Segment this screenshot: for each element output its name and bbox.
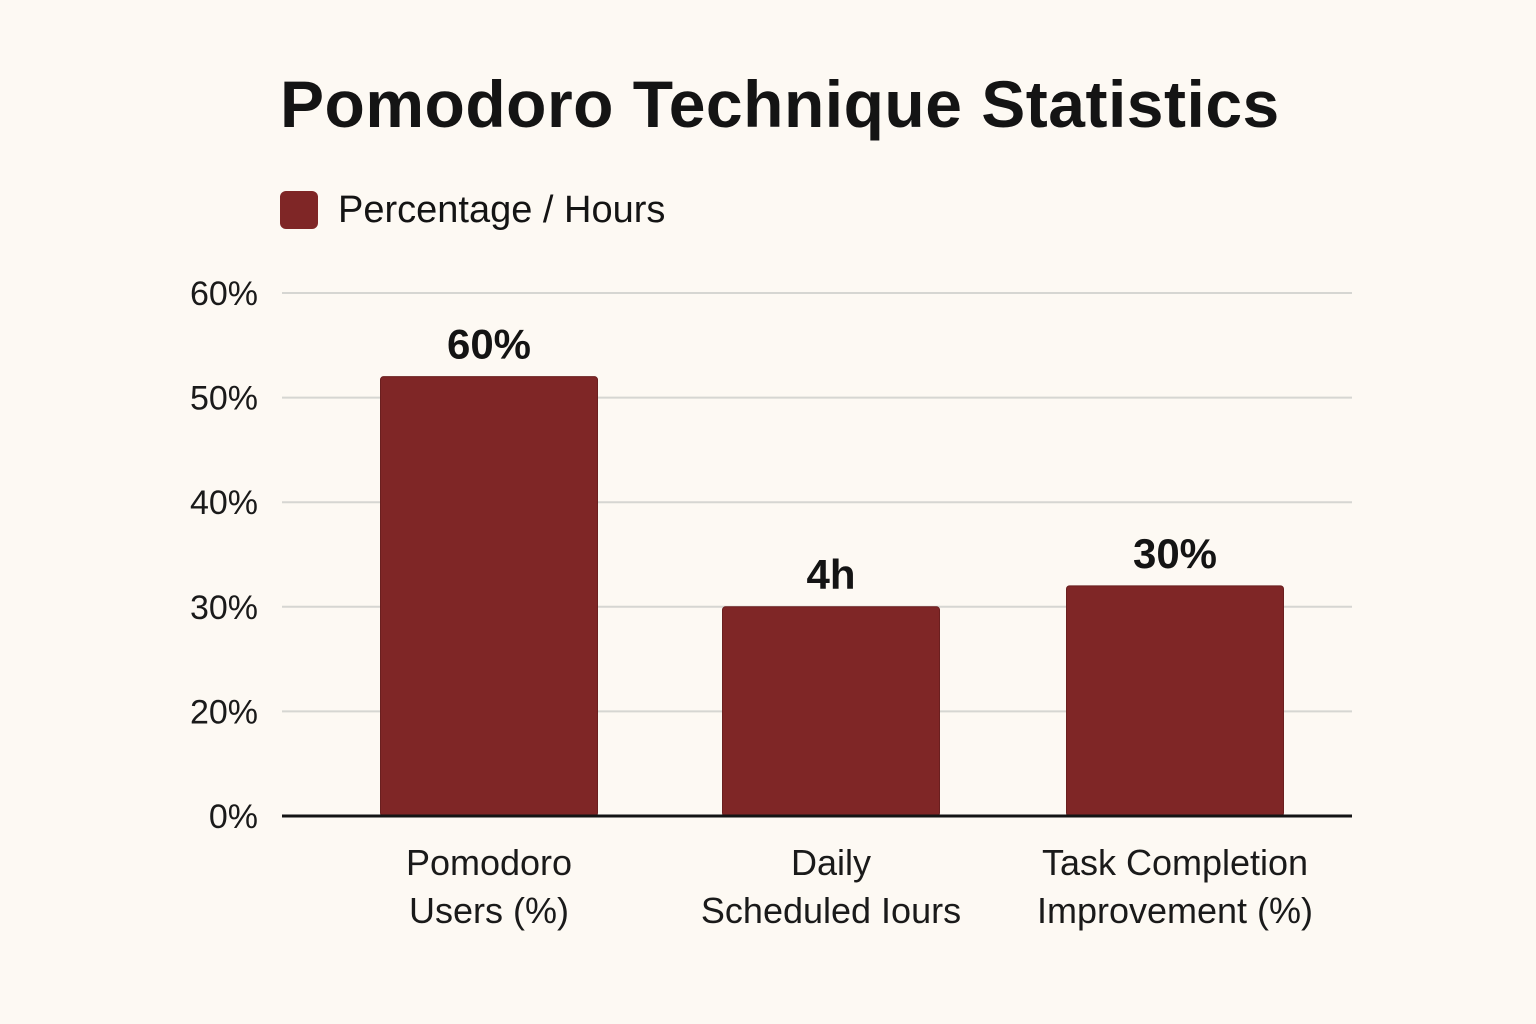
x-axis-categories: Pomodoro Users (%) Daily Scheduled Iours Tas… [406, 842, 1313, 931]
y-tick-label: 20% [190, 693, 258, 731]
chart-title: Pomodoro Technique Statistics [280, 67, 1280, 141]
y-tick-label: 0% [209, 798, 258, 836]
legend-label: Percentage / Hours [338, 188, 666, 231]
x-category-label: Daily [791, 842, 871, 883]
bar-value-label: 4h [806, 551, 855, 598]
bar-value-label: 30% [1133, 530, 1217, 577]
y-tick-label: 40% [190, 484, 258, 522]
y-tick-label: 60% [190, 275, 258, 313]
bar [380, 376, 598, 817]
x-category-label: Users (%) [409, 890, 569, 931]
data-labels: 60% 4h 30% [447, 321, 1217, 598]
bar [722, 606, 940, 817]
y-tick-label: 30% [190, 589, 258, 627]
x-category-label: Scheduled Iours [701, 890, 961, 931]
x-category-label: Pomodoro [406, 842, 572, 883]
x-category-label: Task Completion [1042, 842, 1308, 883]
y-axis-ticks: 0% 20% 30% 40% 50% 60% [190, 275, 258, 836]
bar [1066, 585, 1284, 817]
legend: Percentage / Hours [280, 188, 665, 232]
bar-value-label: 60% [447, 321, 531, 368]
y-tick-label: 50% [190, 380, 258, 418]
x-category-label: Improvement (%) [1037, 890, 1313, 931]
legend-swatch [280, 191, 318, 229]
